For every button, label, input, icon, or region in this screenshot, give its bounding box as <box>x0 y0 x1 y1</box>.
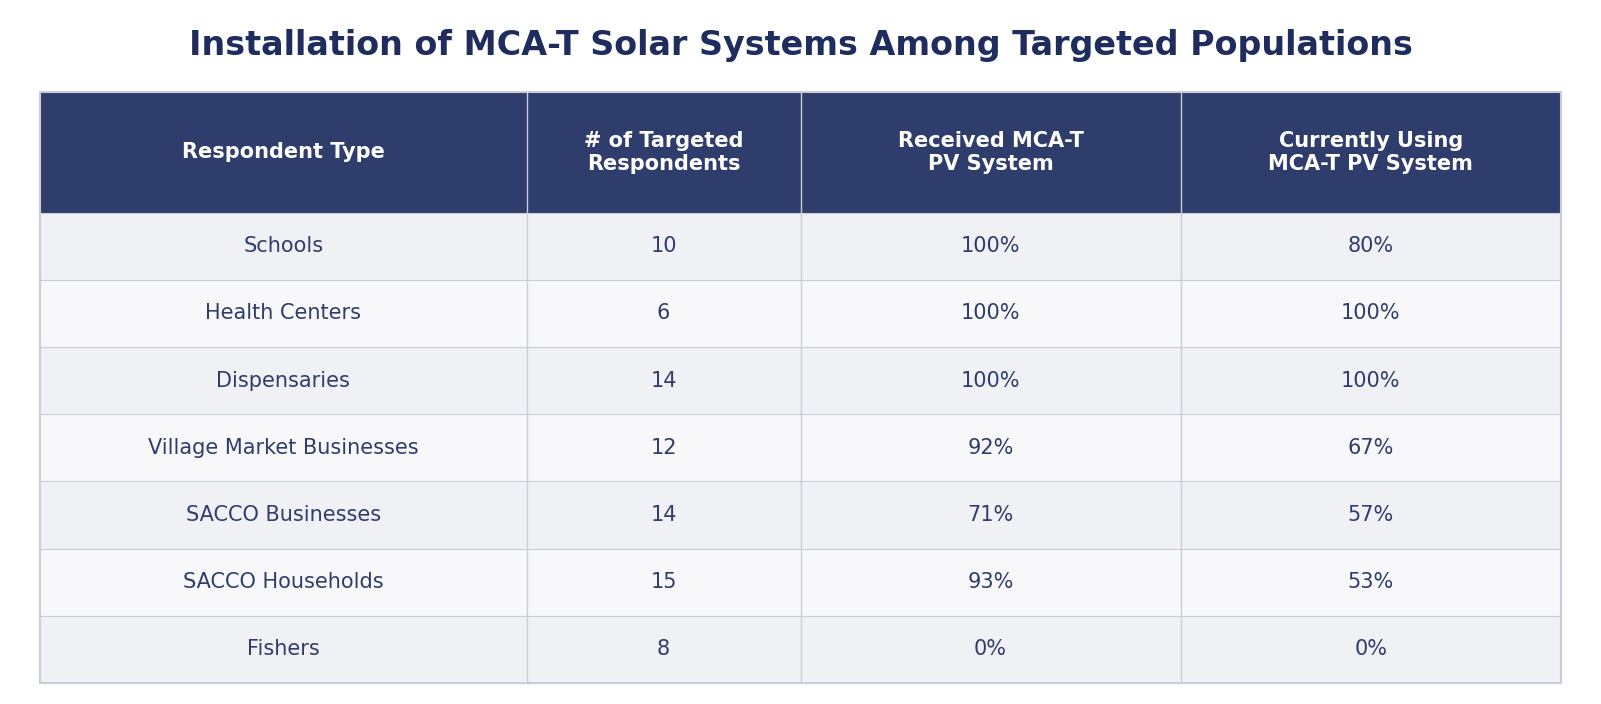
Bar <box>40 482 1561 548</box>
Bar <box>40 280 1561 347</box>
Text: 71%: 71% <box>967 505 1013 525</box>
Text: 10: 10 <box>650 237 677 256</box>
Text: Received MCA-T
PV System: Received MCA-T PV System <box>898 130 1084 174</box>
Text: 8: 8 <box>656 639 671 660</box>
Text: 14: 14 <box>650 370 677 391</box>
Text: Fishers: Fishers <box>247 639 320 660</box>
Text: 57%: 57% <box>1348 505 1394 525</box>
Text: 6: 6 <box>656 303 671 324</box>
Text: SACCO Households: SACCO Households <box>183 572 384 592</box>
Text: Schools: Schools <box>243 237 323 256</box>
Text: 92%: 92% <box>967 438 1013 458</box>
Bar <box>40 92 1561 683</box>
Text: 15: 15 <box>650 572 677 592</box>
Text: 93%: 93% <box>967 572 1013 592</box>
Text: Currently Using
MCA-T PV System: Currently Using MCA-T PV System <box>1268 130 1473 174</box>
Text: SACCO Businesses: SACCO Businesses <box>186 505 381 525</box>
Text: 100%: 100% <box>961 237 1020 256</box>
Text: 67%: 67% <box>1348 438 1394 458</box>
Text: Installation of MCA-T Solar Systems Among Targeted Populations: Installation of MCA-T Solar Systems Amon… <box>189 30 1412 62</box>
Text: Dispensaries: Dispensaries <box>216 370 351 391</box>
Text: 53%: 53% <box>1348 572 1394 592</box>
Bar <box>40 213 1561 280</box>
Text: 100%: 100% <box>1342 370 1401 391</box>
Bar <box>40 92 1561 213</box>
Text: 100%: 100% <box>961 303 1020 324</box>
Bar <box>40 92 1561 683</box>
Text: # of Targeted
Respondents: # of Targeted Respondents <box>584 130 743 174</box>
Text: 100%: 100% <box>961 370 1020 391</box>
Text: Health Centers: Health Centers <box>205 303 362 324</box>
Text: 0%: 0% <box>973 639 1007 660</box>
Text: 14: 14 <box>650 505 677 525</box>
Text: Village Market Businesses: Village Market Businesses <box>147 438 419 458</box>
Text: 80%: 80% <box>1348 237 1394 256</box>
Text: Respondent Type: Respondent Type <box>183 142 384 162</box>
Bar <box>40 414 1561 482</box>
Text: 100%: 100% <box>1342 303 1401 324</box>
Text: 0%: 0% <box>1354 639 1388 660</box>
Bar <box>40 548 1561 616</box>
Bar <box>40 347 1561 414</box>
Text: 12: 12 <box>650 438 677 458</box>
Bar <box>40 616 1561 683</box>
